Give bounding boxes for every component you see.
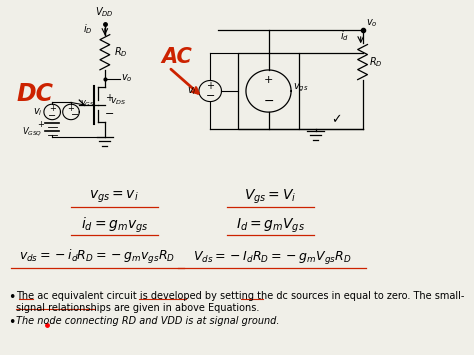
Text: $V_{gs} = V_i$: $V_{gs} = V_i$	[244, 188, 297, 207]
Text: $v_i$: $v_i$	[33, 106, 43, 118]
Text: −: −	[263, 95, 274, 108]
Text: +: +	[49, 104, 55, 113]
Text: −: −	[48, 111, 56, 121]
Text: +: +	[206, 81, 214, 91]
Text: +: +	[264, 76, 273, 86]
Text: $i_d = g_m v_{gs}$: $i_d = g_m v_{gs}$	[81, 216, 148, 235]
Text: +: +	[105, 93, 113, 103]
Text: −: −	[206, 91, 215, 101]
Text: $i_D$: $i_D$	[83, 22, 93, 36]
Text: $v_{ds} = -i_d R_D = -g_m v_{gs} R_D$: $v_{ds} = -i_d R_D = -g_m v_{gs} R_D$	[19, 248, 175, 266]
Text: $v_{DS}$: $v_{DS}$	[110, 96, 127, 106]
Text: signal relationships are given in above Equations.: signal relationships are given in above …	[16, 304, 259, 313]
Text: $I_d = g_m V_{gs}$: $I_d = g_m V_{gs}$	[236, 216, 305, 235]
Text: +: +	[37, 120, 44, 130]
Text: $R_D$: $R_D$	[114, 45, 128, 59]
Text: $v_i$: $v_i$	[187, 85, 197, 97]
Text: •: •	[8, 291, 16, 304]
Text: $v_o$: $v_o$	[365, 17, 377, 29]
Text: $v_{gs} = v_i$: $v_{gs} = v_i$	[90, 189, 139, 206]
Text: The ac equivalent circuit is developed by setting the dc sources in equal to zer: The ac equivalent circuit is developed b…	[16, 291, 464, 301]
Text: +: +	[68, 104, 74, 113]
Text: $v_o$: $v_o$	[121, 73, 132, 84]
Bar	[238, 53, 299, 129]
Text: $v_{gs}$: $v_{gs}$	[293, 81, 309, 94]
Text: •: •	[8, 316, 16, 329]
Text: $V_{GSQ}$: $V_{GSQ}$	[22, 126, 43, 138]
Text: $V_{ds} = -I_d R_D = -g_m V_{gs} R_D$: $V_{ds} = -I_d R_D = -g_m V_{gs} R_D$	[193, 248, 352, 266]
Text: −: −	[105, 109, 114, 119]
Text: −: −	[71, 110, 79, 120]
Text: $R_D$: $R_D$	[369, 55, 383, 69]
Text: $v_{GS}$: $v_{GS}$	[81, 99, 95, 109]
Text: The node connecting RD and VDD is at signal ground.: The node connecting RD and VDD is at sig…	[16, 316, 279, 326]
Text: DC: DC	[17, 82, 54, 106]
Text: $V_{DD}$: $V_{DD}$	[95, 5, 114, 19]
Text: AC: AC	[161, 47, 192, 67]
Text: $\checkmark$: $\checkmark$	[330, 113, 341, 125]
Text: $i_d$: $i_d$	[340, 29, 349, 43]
